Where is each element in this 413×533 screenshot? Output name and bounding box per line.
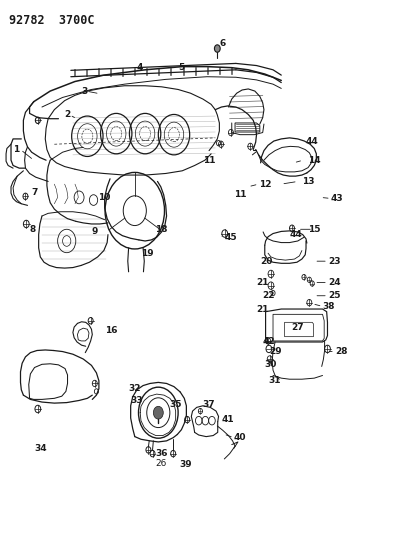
Text: 39: 39 [178,460,191,469]
Text: 31: 31 [268,376,280,385]
Text: 9: 9 [91,228,97,237]
Text: 35: 35 [169,400,182,409]
Circle shape [214,45,220,52]
Text: 15: 15 [307,225,320,234]
Text: 34: 34 [34,444,47,453]
Text: 41: 41 [221,415,233,424]
Text: 7: 7 [31,188,38,197]
Text: 25: 25 [328,291,340,300]
Text: 36: 36 [155,449,168,458]
Text: 30: 30 [264,360,276,369]
Text: 14: 14 [307,156,320,165]
Text: 40: 40 [233,433,246,442]
Text: 1: 1 [13,145,19,154]
Text: 21: 21 [256,278,268,287]
Text: 3: 3 [81,86,87,95]
Text: 37: 37 [202,400,214,409]
Text: 24: 24 [328,278,341,287]
Text: 10: 10 [97,193,110,202]
Text: 4: 4 [137,63,143,71]
Text: 22: 22 [262,291,275,300]
Text: 33: 33 [131,396,143,405]
Text: 6: 6 [219,39,225,48]
Text: 27: 27 [291,323,304,332]
Text: 11: 11 [202,156,215,165]
Text: 12: 12 [258,180,271,189]
Text: 44: 44 [305,137,318,146]
Text: 19: 19 [141,249,153,258]
Text: 21: 21 [256,304,268,313]
Text: 16: 16 [105,326,117,335]
Text: 23: 23 [328,257,340,265]
Text: 20: 20 [260,257,272,265]
Text: 44: 44 [289,230,301,239]
Text: 18: 18 [155,225,168,234]
Circle shape [153,406,163,419]
Text: 2: 2 [64,110,71,119]
Text: 5: 5 [178,63,184,71]
Text: 43: 43 [330,194,342,203]
Text: 38: 38 [322,302,334,311]
Text: 29: 29 [268,347,281,356]
Text: 45: 45 [224,233,237,242]
Text: 8: 8 [29,225,36,234]
Text: 26: 26 [155,459,166,467]
Text: 32: 32 [128,384,141,393]
Text: 42: 42 [262,337,275,346]
Text: 13: 13 [301,177,313,186]
Text: 11: 11 [233,190,246,199]
Text: 28: 28 [334,347,347,356]
Text: 92782  3700C: 92782 3700C [9,14,94,27]
